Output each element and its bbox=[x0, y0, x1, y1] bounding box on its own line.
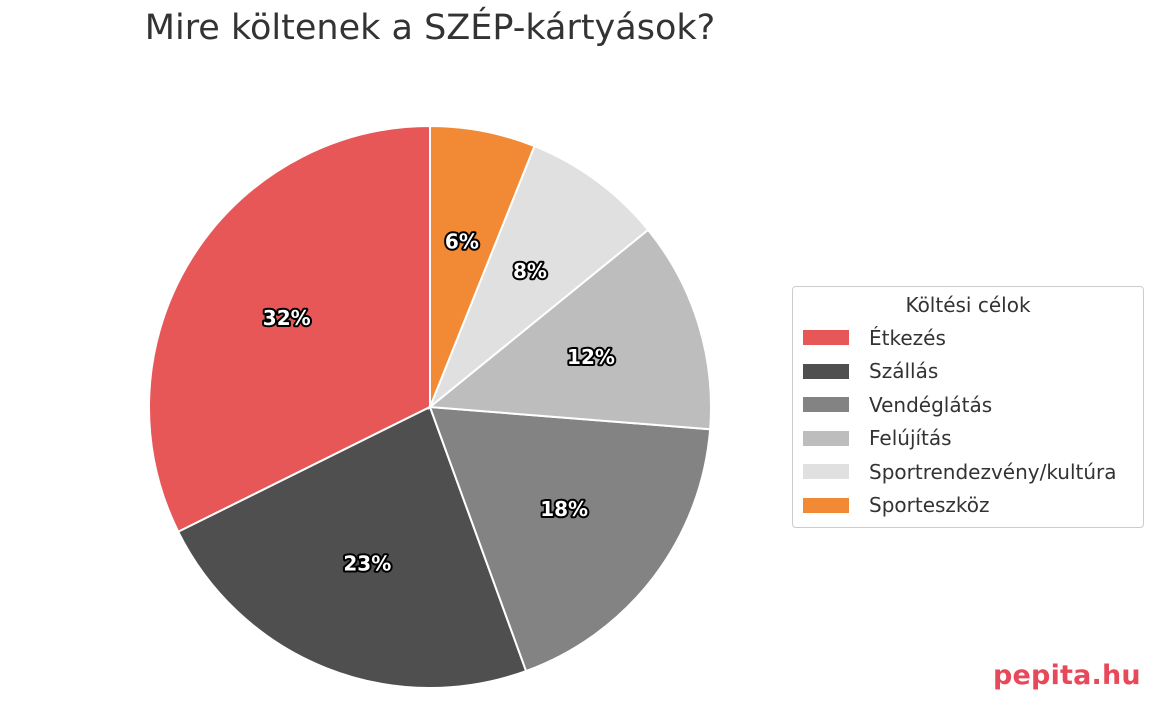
legend-swatch bbox=[803, 430, 849, 446]
legend-item: Szállás bbox=[793, 355, 1143, 389]
pie-slice-5 bbox=[427, 144, 650, 411]
legend-swatch bbox=[803, 330, 849, 346]
slice-percent-label: 32% bbox=[263, 306, 311, 330]
slice-percent-label: 12% bbox=[567, 345, 615, 369]
legend-item: Sportrendezvény/kultúra bbox=[793, 455, 1143, 489]
legend-swatch bbox=[803, 363, 849, 379]
legend-swatch bbox=[803, 497, 849, 513]
legend-label: Sporteszköz bbox=[869, 493, 990, 518]
pie-slice-1 bbox=[148, 124, 431, 534]
pie-slice-6 bbox=[429, 124, 536, 408]
slice-percent-label: 6% bbox=[445, 229, 479, 253]
pie-slice-4 bbox=[427, 228, 712, 431]
pie-slice-3 bbox=[428, 405, 712, 673]
legend-label: Vendéglátás bbox=[869, 392, 993, 417]
legend-label: Sportrendezvény/kultúra bbox=[869, 459, 1117, 484]
chart-title: Mire költenek a SZÉP-kártyások? bbox=[144, 8, 716, 48]
legend-label: Szállás bbox=[869, 359, 939, 384]
legend: Költési célok Étkezés Szállás Vendéglátás F… bbox=[792, 286, 1144, 528]
slice-percent-label: 8% bbox=[513, 259, 547, 283]
legend-swatch bbox=[803, 464, 849, 480]
legend-item: Vendéglátás bbox=[793, 388, 1143, 422]
legend-item: Sporteszköz bbox=[793, 489, 1143, 523]
pie-slice-2 bbox=[176, 405, 528, 689]
legend-swatch bbox=[803, 397, 849, 413]
slice-percent-label: 18% bbox=[540, 497, 588, 521]
legend-item: Étkezés bbox=[793, 321, 1143, 355]
legend-item: Felújítás bbox=[793, 422, 1143, 456]
legend-label: Étkezés bbox=[869, 325, 946, 350]
slice-percent-label: 23% bbox=[343, 552, 391, 576]
legend-title: Költési célok bbox=[905, 293, 1031, 317]
brand-logo: pepita.hu bbox=[993, 660, 1141, 691]
legend-label: Felújítás bbox=[869, 426, 952, 451]
